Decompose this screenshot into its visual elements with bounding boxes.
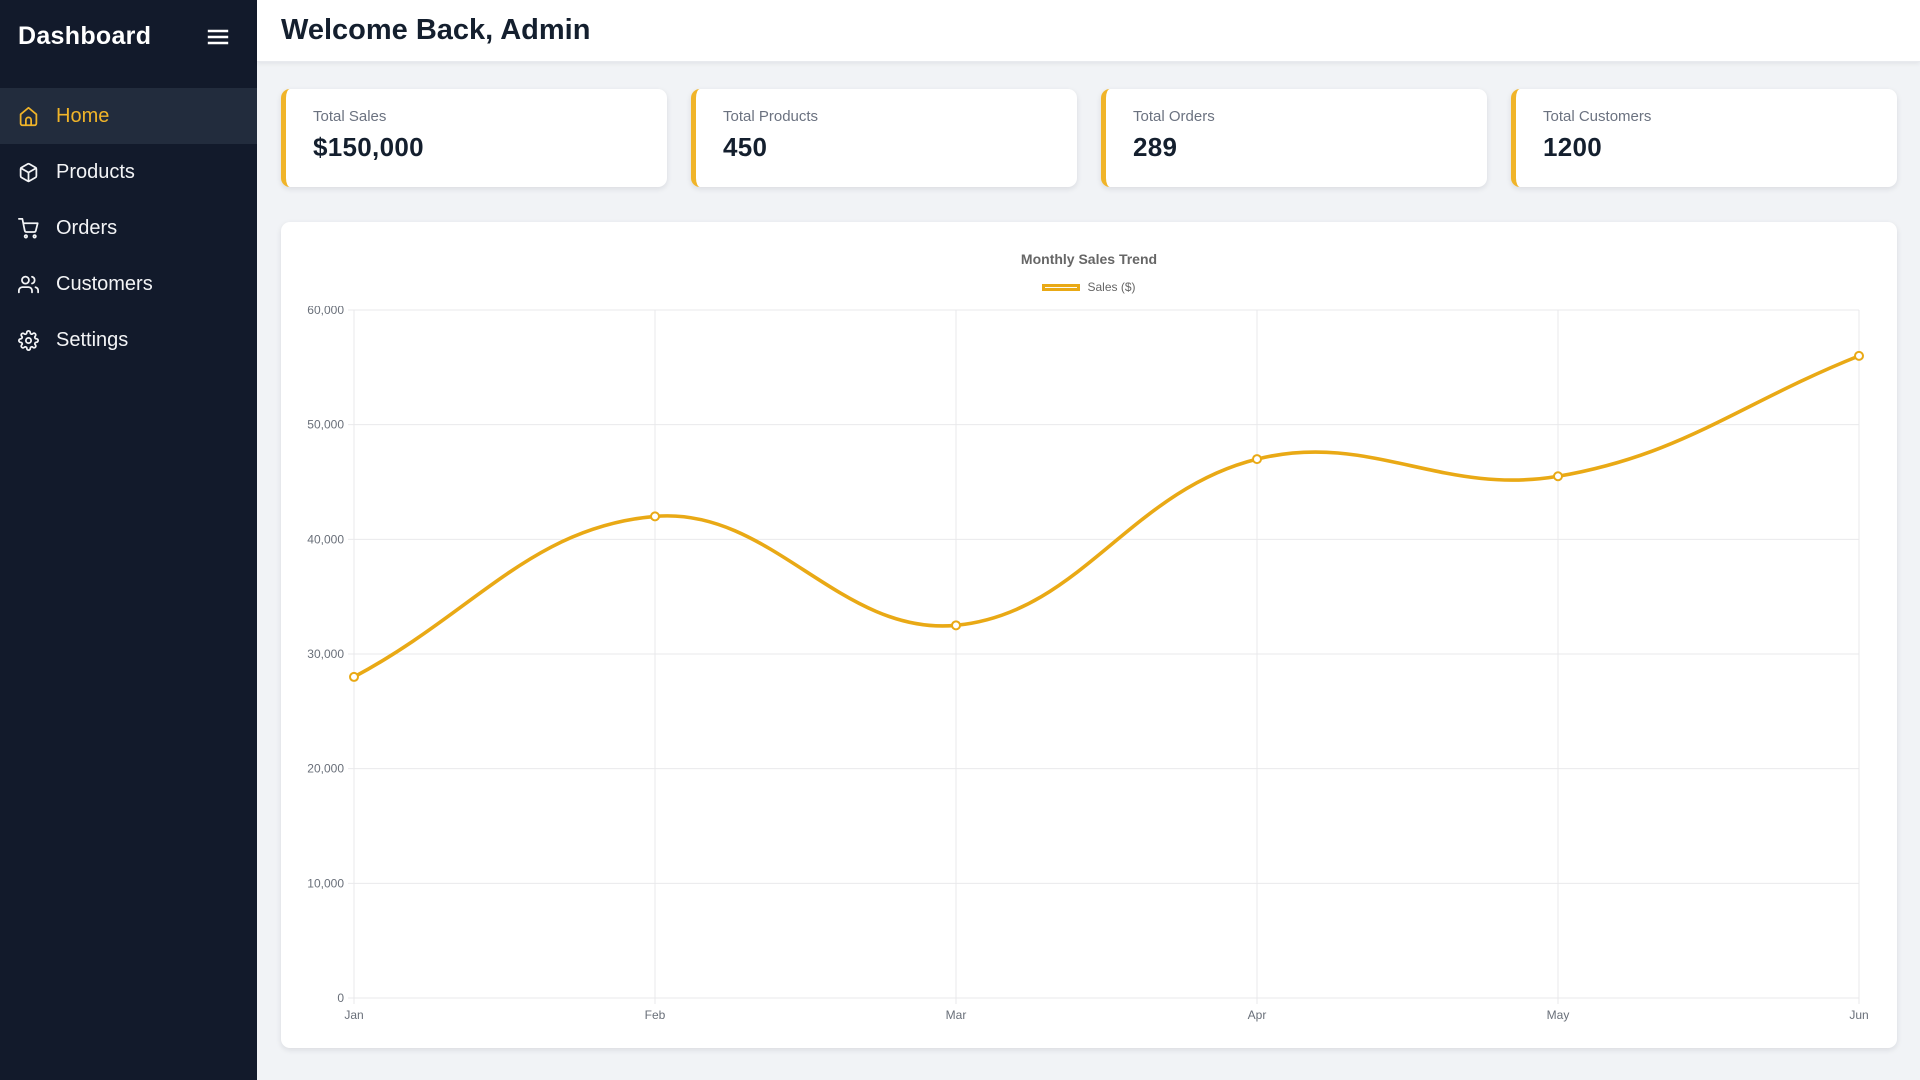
hamburger-icon xyxy=(207,29,229,44)
sidebar-item-settings[interactable]: Settings xyxy=(0,312,257,368)
stat-label: Total Orders xyxy=(1133,108,1215,125)
data-point[interactable] xyxy=(650,511,660,522)
svg-text:20,000: 20,000 xyxy=(307,762,344,776)
stat-card-total-orders: Total Orders 289 xyxy=(1101,89,1487,187)
sales-chart-card: Monthly Sales Trend Sales ($) 0 10,000 20,… xyxy=(281,222,1897,1048)
sidebar-item-orders[interactable]: Orders xyxy=(0,200,257,256)
chart-axis-labels: 0 10,000 20,000 30,000 40,000 50,000 60,000 Jan… xyxy=(307,306,1868,1022)
cart-icon xyxy=(18,217,39,239)
sidebar-header: Dashboard xyxy=(0,0,257,51)
users-icon xyxy=(18,274,39,295)
legend-label: Sales ($) xyxy=(1087,280,1136,294)
stat-card-total-products: Total Products 450 xyxy=(691,89,1077,187)
sidebar-item-label: Products xyxy=(56,160,135,183)
svg-text:Jun: Jun xyxy=(1849,1008,1868,1022)
stat-value: $150,000 xyxy=(313,132,424,162)
stat-card-total-sales: Total Sales $150,000 xyxy=(281,89,667,187)
sidebar-item-home[interactable]: Home xyxy=(0,88,257,144)
sidebar-item-label: Customers xyxy=(56,272,153,295)
svg-text:0: 0 xyxy=(337,991,344,1005)
sidebar-item-products[interactable]: Products xyxy=(0,144,257,200)
svg-text:Apr: Apr xyxy=(1248,1008,1267,1022)
sidebar-item-label: Settings xyxy=(56,328,129,351)
stat-value: 450 xyxy=(723,132,768,162)
main-area: Welcome Back, Admin Total Sales $150,000… xyxy=(257,0,1920,1080)
sidebar-item-label: Orders xyxy=(56,216,118,239)
app-title: Dashboard xyxy=(18,22,152,50)
stat-label: Total Products xyxy=(723,108,819,125)
chart-plot-area: 0 10,000 20,000 30,000 40,000 50,000 60,000 Jan… xyxy=(281,306,1897,1048)
svg-text:30,000: 30,000 xyxy=(307,647,344,661)
legend-swatch xyxy=(1042,283,1081,291)
stat-cards-row: Total Sales $150,000 Total Products 450 … xyxy=(281,89,1897,187)
svg-text:May: May xyxy=(1547,1008,1570,1022)
sidebar-item-customers[interactable]: Customers xyxy=(0,256,257,312)
stat-value: 1200 xyxy=(1543,132,1603,162)
svg-text:40,000: 40,000 xyxy=(307,532,344,546)
svg-text:10,000: 10,000 xyxy=(307,876,344,890)
data-points[interactable] xyxy=(349,350,1864,682)
sidebar-item-label: Home xyxy=(56,104,110,127)
stat-label: Total Sales xyxy=(313,108,387,125)
data-point[interactable] xyxy=(951,620,961,631)
chart-legend-item[interactable]: Sales ($) xyxy=(281,280,1897,294)
top-bar: Welcome Back, Admin xyxy=(257,0,1920,62)
data-point[interactable] xyxy=(1553,471,1563,482)
svg-text:Feb: Feb xyxy=(645,1008,666,1022)
svg-text:50,000: 50,000 xyxy=(307,418,344,432)
gear-icon xyxy=(18,329,39,351)
sales-line-series xyxy=(352,354,1861,679)
svg-text:Mar: Mar xyxy=(946,1008,967,1022)
page-title: Welcome Back, Admin xyxy=(281,14,591,46)
content: Total Sales $150,000 Total Products 450 … xyxy=(257,62,1920,1048)
chart-title: Monthly Sales Trend xyxy=(1020,251,1158,267)
stat-value: 289 xyxy=(1133,132,1178,162)
stat-label: Total Customers xyxy=(1543,108,1652,125)
chart-grid xyxy=(348,309,1860,1004)
data-point[interactable] xyxy=(349,671,359,682)
data-point[interactable] xyxy=(1854,350,1864,361)
package-icon xyxy=(18,162,39,183)
stat-card-total-customers: Total Customers 1200 xyxy=(1511,89,1897,187)
menu-toggle-button[interactable] xyxy=(206,25,230,49)
svg-text:60,000: 60,000 xyxy=(307,306,344,317)
sidebar-nav: Home Products Orders xyxy=(0,88,257,368)
home-icon xyxy=(18,106,39,127)
sidebar: Dashboard Home xyxy=(0,0,257,1080)
sales-line-chart[interactable]: 0 10,000 20,000 30,000 40,000 50,000 60,000 Jan… xyxy=(281,306,1897,1048)
svg-text:Jan: Jan xyxy=(344,1008,363,1022)
data-point[interactable] xyxy=(1252,454,1262,465)
